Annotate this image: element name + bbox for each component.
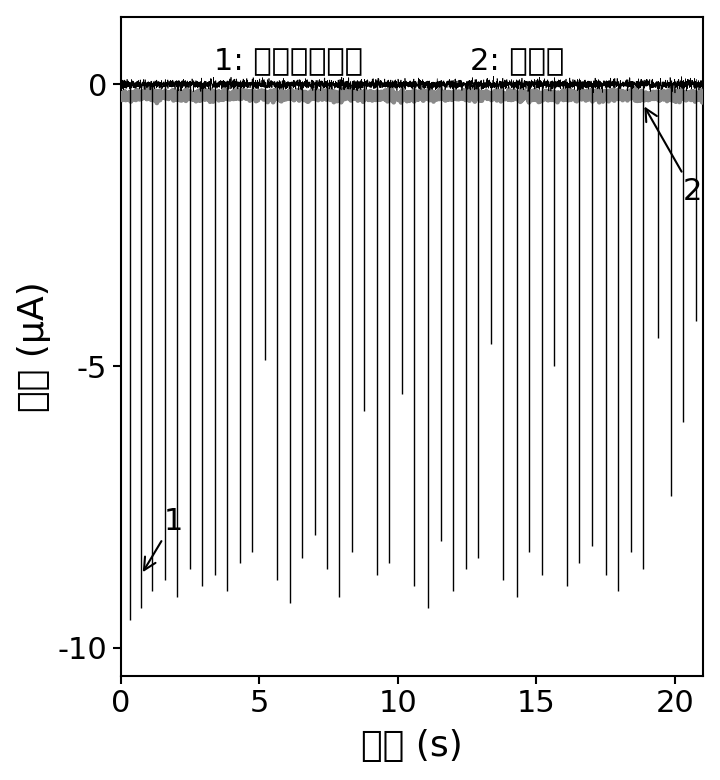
Text: 1: 1 [144,507,183,570]
Y-axis label: 电流 (μA): 电流 (μA) [17,281,50,412]
Text: 1: 半覆盖式镯空: 1: 半覆盖式镯空 [214,46,363,76]
X-axis label: 时间 (s): 时间 (s) [361,729,462,764]
Text: 2: 全覆盖: 2: 全覆盖 [469,46,564,76]
Text: 2: 2 [646,108,703,206]
